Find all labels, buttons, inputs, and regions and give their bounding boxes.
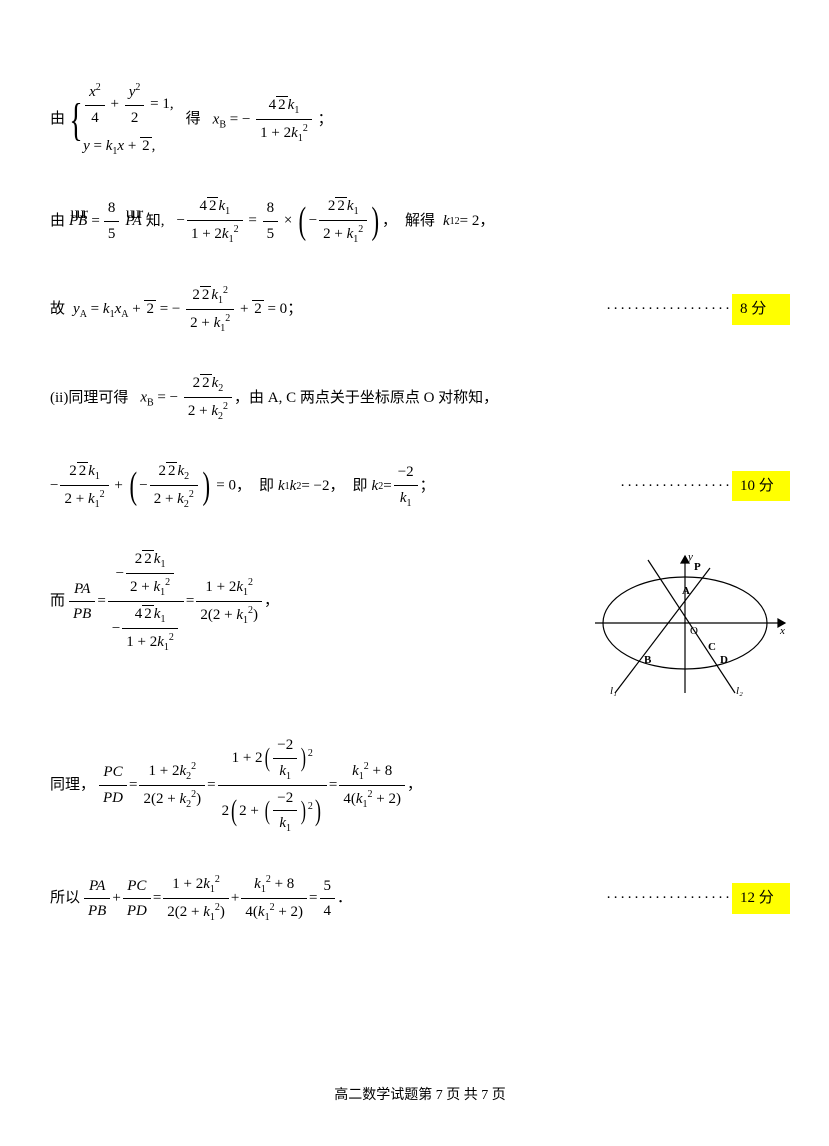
svg-text:D: D [720,654,728,666]
step-system: 由 { x24 + y22 = 1, y = k1x + 2, 得 xB = −… [50,80,790,159]
de-text: 得 [186,108,201,131]
step-pa-pb: 而 PAPB = −22k12 + k12 −42k11 + 2k12 = 1 … [50,548,790,698]
page-footer: 高二数学试题第 7 页 共 7 页 [50,1085,790,1106]
step-k1k2: −22k12 + k12 + (−22k22 + k22) = 0 ， 即 k1… [50,460,790,512]
svg-text:B: B [644,654,652,666]
score-12: 12 分 [732,883,790,914]
dots: ·················· [606,298,732,321]
step-pc-pd: 同理， PCPD = 1 + 2k222(2 + k22) = 1 + 2(−2… [50,734,790,836]
svg-text:P: P [694,561,701,573]
ellipse-diagram: y P A O B C D x l₁ l₂ [590,548,790,698]
step-final: 所以 PAPB + PCPD = 1 + 2k122(2 + k12) + k1… [50,872,790,925]
svg-text:C: C [708,641,716,653]
step-pb-pa: 由 uurPB = 85 uurPA 知, −42k11 + 2k12 = 85… [50,195,790,247]
svg-text:y: y [687,551,693,563]
brace: { [69,99,82,140]
score-10: 10 分 [732,471,790,502]
score-8: 8 分 [732,294,790,325]
svg-text:O: O [690,625,698,637]
svg-text:x: x [779,625,785,637]
svg-text:l₁: l₁ [610,685,617,697]
step-ii: (ii)同理可得 xB = − 22k22 + k22 ，由 A, C 两点关于… [50,372,790,424]
step-ya: 故 yA = k1xA + 2 = − 22k122 + k12 + 2 = 0… [50,283,790,336]
svg-text:A: A [682,585,690,597]
lead-text: 由 [50,108,65,131]
svg-text:l₂: l₂ [736,685,743,697]
